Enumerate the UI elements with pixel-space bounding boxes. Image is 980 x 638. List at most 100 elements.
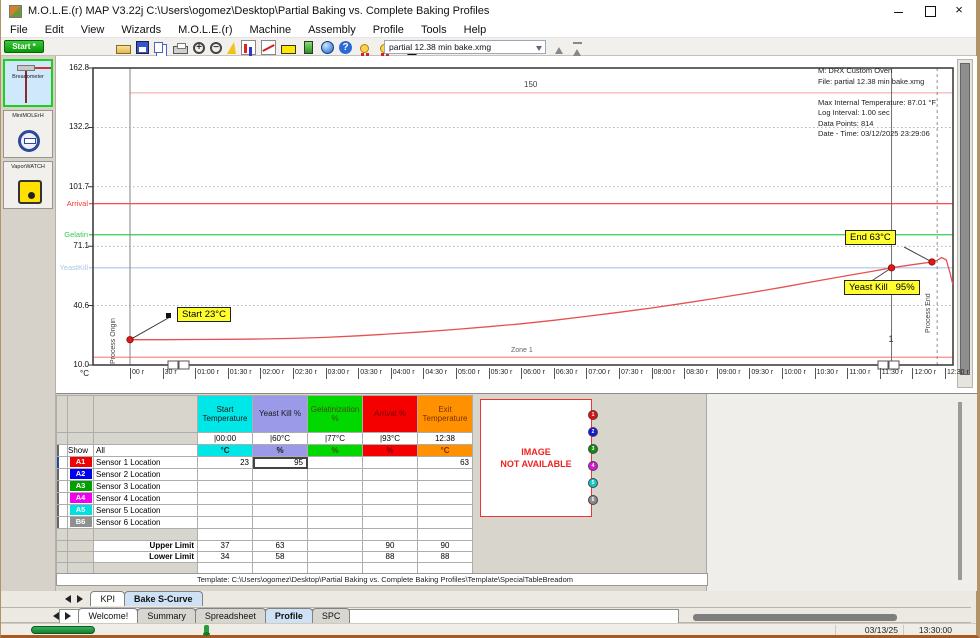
sensor-value-cell[interactable] [363, 457, 418, 469]
sensor-value-cell[interactable] [363, 517, 418, 529]
line-chart-icon[interactable] [261, 39, 276, 55]
limit-value-cell[interactable]: 90 [363, 541, 418, 552]
limit-value-cell[interactable] [308, 552, 363, 563]
menu-item-help[interactable]: Help [463, 23, 487, 36]
sensor-value-cell[interactable] [418, 505, 473, 517]
panel-scrollbar[interactable] [958, 402, 962, 580]
tab-scroll-right-button[interactable] [60, 609, 73, 622]
limit-value-cell[interactable]: 88 [363, 552, 418, 563]
sensor-value-cell[interactable] [363, 493, 418, 505]
chart-canvas[interactable] [56, 56, 956, 393]
menu-item-wizards[interactable]: Wizards [121, 23, 162, 36]
sensor-checkbox-b6[interactable] [57, 517, 59, 528]
sensor-value-cell[interactable] [418, 469, 473, 481]
sensor-name[interactable]: Sensor 5 Location [94, 505, 198, 517]
menu-item-moler[interactable]: M.O.L.E.(r) [178, 23, 233, 36]
scrollbar-thumb[interactable] [960, 63, 970, 375]
sensor-name[interactable]: Sensor 2 Location [94, 469, 198, 481]
sensor-value-cell[interactable] [308, 457, 363, 469]
start-button[interactable]: Start * [4, 40, 44, 53]
menu-item-tools[interactable]: Tools [420, 23, 447, 36]
sensor-value-cell[interactable] [253, 481, 308, 493]
close-button[interactable]: × [955, 2, 963, 17]
menu-item-profile[interactable]: Profile [372, 23, 404, 36]
limit-value-cell[interactable]: 90 [418, 541, 473, 552]
sensor-checkbox-a3[interactable] [57, 481, 59, 492]
tab-scroll-left-button[interactable] [58, 592, 71, 605]
sensor-checkbox-a2[interactable] [57, 469, 59, 480]
sensor-value-cell[interactable] [418, 481, 473, 493]
sensor-value-cell[interactable]: 63 [418, 457, 473, 469]
limit-value-cell[interactable]: 63 [253, 541, 308, 552]
minimize-button[interactable] [884, 0, 914, 21]
sensor-value-cell[interactable] [418, 517, 473, 529]
menu-item-edit[interactable]: Edit [44, 23, 64, 36]
sensor-value-cell[interactable] [253, 505, 308, 517]
sensor-value-cell[interactable]: 23 [198, 457, 253, 469]
save-icon[interactable] [136, 41, 149, 54]
tab-summary[interactable]: Summary [137, 608, 196, 623]
tab-scroll-right-button[interactable] [72, 592, 85, 605]
sensor-value-cell[interactable] [308, 517, 363, 529]
annotation-icon[interactable] [227, 42, 236, 54]
menu-item-assembly[interactable]: Assembly [308, 23, 356, 36]
file-selector-dropdown[interactable]: partial 12.38 min bake.xmg [384, 40, 546, 54]
annotation-end[interactable]: End 63°C [845, 230, 896, 245]
sensor-value-cell[interactable]: 95 [253, 457, 308, 469]
sensor-value-cell[interactable] [308, 505, 363, 517]
sensor-name[interactable]: Sensor 1 Location [94, 457, 198, 469]
up-arrow-icon[interactable] [553, 41, 566, 54]
copy-icon[interactable] [154, 42, 163, 53]
limit-value-cell[interactable] [308, 541, 363, 552]
sensor-value-cell[interactable] [253, 469, 308, 481]
menu-item-view[interactable]: View [80, 23, 105, 36]
sensor-value-cell[interactable] [198, 469, 253, 481]
open-icon[interactable] [116, 44, 131, 54]
tab-scroll-left-button[interactable] [46, 609, 59, 622]
sensor-value-cell[interactable] [363, 469, 418, 481]
sensor-value-cell[interactable] [418, 493, 473, 505]
tab-bakescurve[interactable]: Bake S-Curve [123, 591, 203, 606]
print-icon[interactable] [173, 42, 188, 54]
limit-value-cell[interactable]: 58 [253, 552, 308, 563]
battery-icon[interactable] [304, 41, 313, 54]
sensor-name[interactable]: Sensor 3 Location [94, 481, 198, 493]
sensor-value-cell[interactable] [308, 469, 363, 481]
annotation-start[interactable]: Start 23°C [177, 307, 231, 322]
tab-kpi[interactable]: KPI [90, 591, 125, 606]
tab-profile[interactable]: Profile [264, 608, 313, 623]
menu-item-machine[interactable]: Machine [249, 23, 292, 36]
zoom-in-icon[interactable] [193, 41, 205, 54]
tab-spc[interactable]: SPC [311, 608, 351, 623]
sensor-value-cell[interactable] [198, 517, 253, 529]
sensor-value-cell[interactable] [363, 505, 418, 517]
sensor-checkbox-a4[interactable] [57, 493, 59, 504]
sensor-value-cell[interactable] [253, 517, 308, 529]
chart-vertical-scrollbar[interactable] [957, 59, 973, 388]
tab-welcome[interactable]: Welcome! [78, 608, 139, 623]
sensor-value-cell[interactable] [198, 481, 253, 493]
bar-chart-icon[interactable] [241, 39, 256, 55]
top-arrow-icon[interactable] [571, 41, 584, 56]
sensor-name[interactable]: Sensor 6 Location [94, 517, 198, 529]
help-icon[interactable] [339, 41, 352, 54]
award-icon[interactable] [360, 43, 369, 58]
tab-spreadsheet[interactable]: Spreadsheet [194, 608, 266, 623]
horizontal-scrollbar[interactable] [693, 614, 897, 621]
sensor-checkbox-a1[interactable] [57, 457, 59, 468]
sensor-value-cell[interactable] [363, 481, 418, 493]
instrument-minimole[interactable]: MiniMOLErH [3, 110, 53, 158]
sensor-checkbox-a5[interactable] [57, 505, 59, 516]
instrument-breadometer[interactable]: Breadometer [3, 59, 53, 107]
limit-value-cell[interactable]: 37 [198, 541, 253, 552]
limit-value-cell[interactable]: 34 [198, 552, 253, 563]
annotation-yeast-kill[interactable]: Yeast Kill 95% [844, 280, 920, 295]
sensor-value-cell[interactable] [253, 493, 308, 505]
menu-item-file[interactable]: File [10, 23, 28, 36]
sensor-value-cell[interactable] [198, 493, 253, 505]
zoom-out-icon[interactable] [210, 41, 222, 54]
limit-value-cell[interactable]: 88 [418, 552, 473, 563]
sensor-value-cell[interactable] [308, 493, 363, 505]
sensor-value-cell[interactable] [198, 505, 253, 517]
label-icon[interactable] [281, 44, 296, 54]
